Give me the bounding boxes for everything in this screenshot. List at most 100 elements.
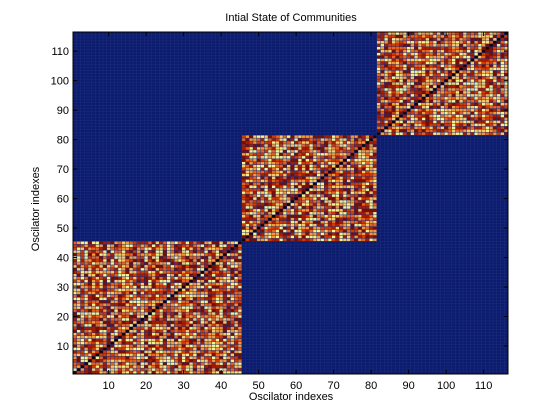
- heatmap-cell: [493, 120, 497, 124]
- heatmap-cell: [433, 79, 437, 83]
- heatmap-cell: [110, 350, 115, 354]
- heatmap-cell: [178, 344, 182, 348]
- heatmap-cell: [219, 315, 223, 318]
- heatmap-cell: [110, 300, 115, 304]
- heatmap-cell: [185, 261, 190, 265]
- heatmap-cell: [271, 144, 276, 147]
- heatmap-cell: [365, 191, 370, 195]
- heatmap-cell: [264, 161, 268, 165]
- heatmap-cell: [118, 332, 122, 336]
- heatmap-cell: [234, 270, 238, 274]
- heatmap-cell: [391, 79, 396, 83]
- heatmap-cell: [339, 146, 343, 150]
- heatmap-cell: [369, 173, 373, 177]
- heatmap-cell: [178, 347, 182, 351]
- heatmap-cell: [103, 282, 107, 286]
- heatmap-cell: [433, 37, 437, 41]
- heatmap-cell: [298, 173, 302, 177]
- heatmap-cell: [388, 37, 392, 41]
- heatmap-cell: [174, 365, 178, 369]
- heatmap-cell: [286, 182, 291, 186]
- heatmap-cell: [204, 315, 208, 318]
- heatmap-cell: [253, 185, 257, 189]
- heatmap-cell: [474, 99, 478, 103]
- heatmap-cell: [410, 114, 415, 118]
- heatmap-cell: [118, 356, 122, 360]
- heatmap-cell: [403, 96, 407, 100]
- heatmap-cell: [125, 294, 130, 298]
- heatmap-cell: [166, 244, 171, 248]
- heatmap-cell: [260, 170, 265, 174]
- heatmap-cell: [88, 315, 92, 318]
- heatmap-cell: [219, 247, 223, 251]
- heatmap-cell: [133, 317, 137, 321]
- heatmap-cell: [189, 329, 193, 333]
- heatmap-cell: [489, 64, 493, 68]
- heatmap-cell: [500, 73, 505, 77]
- heatmap-cell: [215, 329, 220, 333]
- heatmap-cell: [73, 320, 77, 324]
- heatmap-cell: [481, 67, 486, 71]
- heatmap-cell: [466, 34, 471, 38]
- heatmap-cell: [226, 309, 231, 313]
- heatmap-cell: [339, 161, 343, 165]
- heatmap-cell: [414, 58, 418, 62]
- heatmap-cell: [215, 356, 220, 360]
- heatmap-cell: [159, 359, 163, 363]
- heatmap-cell: [234, 329, 238, 333]
- heatmap-cell: [151, 347, 156, 351]
- heatmap-cell: [140, 326, 145, 330]
- heatmap-cell: [466, 64, 471, 68]
- heatmap-cell: [425, 58, 430, 62]
- heatmap-cell: [245, 179, 250, 183]
- heatmap-cell: [271, 176, 276, 180]
- heatmap-cell: [346, 203, 351, 206]
- heatmap-cell: [170, 312, 175, 316]
- heatmap-cell: [264, 173, 268, 177]
- heatmap-cell: [459, 120, 463, 124]
- heatmap-cell: [238, 362, 242, 366]
- heatmap-cell: [114, 259, 118, 262]
- heatmap-cell: [335, 173, 340, 177]
- heatmap-cell: [88, 288, 92, 292]
- heatmap-cell: [481, 129, 486, 133]
- heatmap-cell: [365, 144, 370, 147]
- heatmap-cell: [493, 99, 497, 103]
- heatmap-cell: [196, 347, 201, 351]
- heatmap-cell: [268, 223, 272, 227]
- heatmap-cell: [354, 138, 358, 142]
- heatmap-cell: [328, 138, 332, 142]
- heatmap-cell: [485, 49, 490, 53]
- heatmap-cell: [114, 291, 118, 295]
- heatmap-cell: [95, 329, 100, 333]
- heatmap-cell: [369, 238, 373, 242]
- heatmap-cell: [339, 138, 343, 142]
- heatmap-cell: [140, 329, 145, 333]
- heatmap-cell: [148, 329, 152, 333]
- heatmap-cell: [219, 241, 223, 245]
- heatmap-cell: [459, 108, 463, 112]
- heatmap-cell: [500, 82, 505, 86]
- heatmap-cell: [129, 347, 133, 351]
- heatmap-cell: [320, 179, 325, 183]
- heatmap-cell: [151, 247, 156, 251]
- heatmap-cell: [219, 317, 223, 321]
- heatmap-cell: [350, 164, 355, 168]
- heatmap-cell: [433, 64, 437, 68]
- heatmap-cell: [369, 203, 373, 206]
- heatmap-cell: [350, 144, 355, 147]
- heatmap-cell: [496, 129, 501, 133]
- heatmap-cell: [204, 332, 208, 336]
- heatmap-cell: [185, 270, 190, 274]
- heatmap-cell: [253, 229, 257, 233]
- heatmap-cell: [148, 276, 152, 280]
- heatmap-cell: [174, 270, 178, 274]
- heatmap-cell: [170, 253, 175, 257]
- heatmap-cell: [309, 141, 313, 145]
- heatmap-cell: [361, 138, 366, 142]
- heatmap-cell: [388, 85, 392, 89]
- heatmap-cell: [463, 49, 467, 53]
- heatmap-cell: [451, 61, 456, 65]
- heatmap-cell: [481, 37, 486, 41]
- heatmap-cell: [76, 341, 81, 345]
